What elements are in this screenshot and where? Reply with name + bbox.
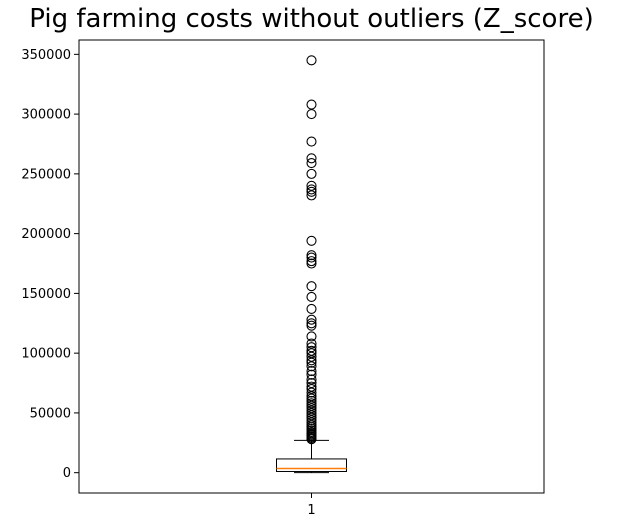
outlier-point [306,395,317,407]
outlier-point [306,345,317,356]
outlier-point [306,403,317,414]
outlier-point [306,369,317,380]
outlier-point [306,168,317,179]
outlier-point [306,55,317,66]
outlier-point [306,136,317,147]
y-tick-label: 150000 [21,287,71,302]
box-series [276,439,347,474]
outlier-point [306,348,317,359]
outlier-point [306,256,317,267]
y-tick-label: 250000 [21,167,71,182]
outlier-point [306,318,317,329]
outlier-point [306,357,317,368]
outlier-point [306,184,317,195]
outlier-point [306,361,317,372]
y-tick-label: 200000 [21,227,71,242]
outlier-point [306,410,317,421]
outlier-point [306,303,317,314]
outlier-point [306,400,317,411]
outlier-point [306,342,317,353]
y-tick-label: 350000 [21,48,71,63]
iqr-box [276,458,347,472]
outlier-point [306,314,317,325]
y-axis: 0 50000 100000 150000 200000 250000 300000 3500… [21,48,79,481]
outlier-point [306,393,317,404]
outlier-point [306,320,317,331]
outlier-point [306,186,317,197]
outlier-points [306,55,317,445]
outlier-point [306,366,317,377]
outlier-point [306,252,317,263]
outlier-point [306,391,317,402]
outlier-point [306,407,317,418]
y-tick-label: 0 [63,466,71,481]
outlier-point [306,190,317,201]
chart-title: Pig farming costs without outliers (Z_sc… [29,4,594,34]
outlier-point [306,338,317,349]
outlier-point [306,381,317,392]
outlier-point [306,398,317,409]
y-tick-label: 50000 [30,406,71,421]
outlier-point [306,434,317,445]
outlier-point [306,291,317,303]
outlier-point [306,153,317,164]
outlier-point [306,158,317,169]
outlier-point [306,109,317,120]
outlier-point [306,281,317,292]
outlier-point [306,99,317,110]
outlier-point [306,374,317,385]
outlier-point [306,258,317,269]
outlier-point [306,415,317,426]
outlier-point [306,235,317,246]
outlier-point [306,417,317,428]
outlier-point [306,383,317,395]
outlier-point [306,351,317,362]
x-axis: 1 [307,493,316,518]
outlier-point [306,355,317,366]
x-tick-label: 1 [307,503,315,518]
y-tick-label: 300000 [21,108,71,123]
y-tick-label: 100000 [21,347,71,362]
outlier-point [306,180,317,191]
outlier-point [306,405,317,416]
outlier-point [306,250,317,261]
outlier-point [306,387,317,398]
outlier-point [306,377,317,389]
outlier-point [306,331,317,342]
